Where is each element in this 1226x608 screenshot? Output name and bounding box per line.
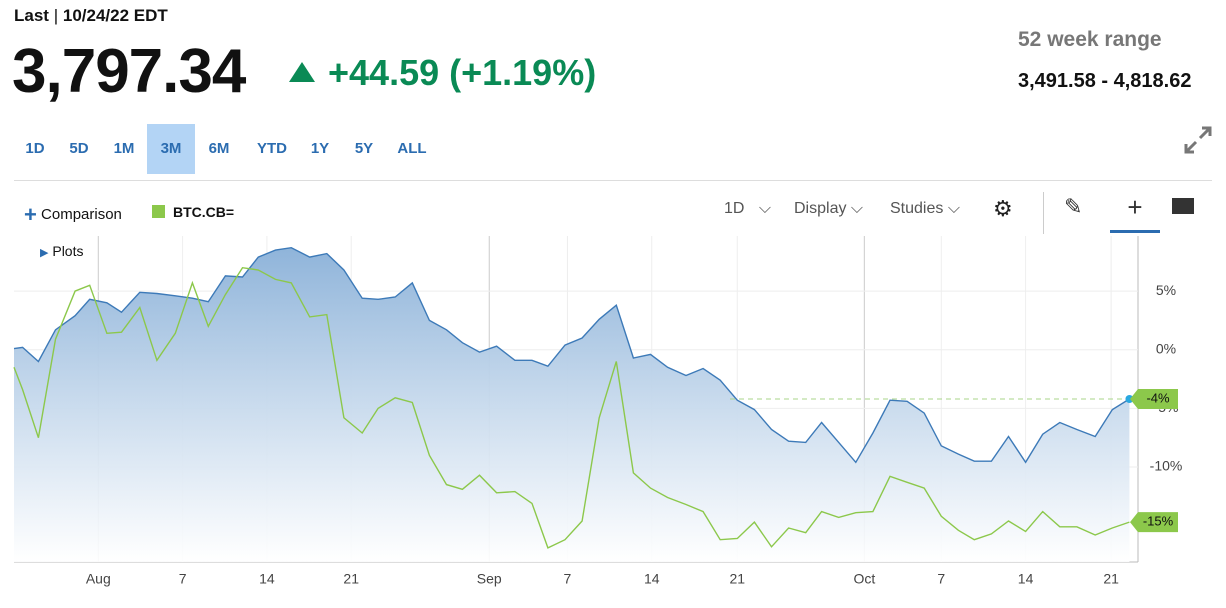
x-tick-label: Oct	[853, 571, 875, 587]
comparison-label: Comparison	[41, 206, 122, 223]
x-tick-label: 14	[259, 571, 275, 587]
settings-icon[interactable]: ⚙	[993, 196, 1013, 221]
last-line: Last | 10/24/22 EDT	[14, 6, 168, 26]
range-tab[interactable]: ALL	[397, 140, 427, 157]
last-point	[1125, 395, 1134, 403]
range-tab[interactable]: 3M	[147, 124, 195, 174]
expand-icon[interactable]	[1182, 124, 1214, 156]
value-badge	[1130, 512, 1178, 533]
x-tick-label: 14	[644, 571, 660, 587]
legend-swatch	[152, 205, 165, 218]
legend-label[interactable]: BTC.CB=	[173, 204, 235, 220]
change: +44.59 (+1.19%)	[328, 52, 597, 93]
x-tick-label: 21	[729, 571, 745, 587]
plus: +	[24, 202, 37, 227]
display: Display	[794, 200, 847, 217]
caret: ⌵	[758, 200, 772, 217]
x-tick-label: 21	[343, 571, 359, 587]
x-tick-label: Sep	[477, 571, 502, 587]
studies-menu[interactable]: Studies ⌵	[890, 200, 960, 217]
value-badge	[1130, 389, 1178, 409]
interval-menu[interactable]: 1D ⌵	[724, 200, 771, 218]
line	[13, 266, 1130, 549]
triangle: ▶	[40, 247, 49, 259]
crosshair-icon[interactable]: +	[1110, 192, 1160, 233]
comment-icon[interactable]	[1172, 198, 1194, 214]
x-tick-label: Aug	[86, 571, 111, 587]
draw-icon[interactable]: ✎	[1064, 194, 1083, 219]
y-tick-label: -10%	[1150, 458, 1183, 474]
range-value: 3,491.58 - 4,818.62	[1018, 70, 1192, 92]
sep: |	[53, 6, 59, 25]
x-tick-label: 7	[937, 571, 945, 587]
price: 3,797.34	[12, 37, 246, 106]
x-tick-label: 21	[1103, 571, 1119, 587]
range-title: 52 week range	[1018, 28, 1162, 51]
x-tick-label: 7	[564, 571, 572, 587]
comparison-button[interactable]: + Comparison	[24, 202, 122, 228]
range-tab[interactable]: 1M	[113, 140, 135, 157]
plots: Plots	[52, 243, 84, 259]
value-badge-label: -4%	[1146, 390, 1170, 405]
y-tick-label: 5%	[1156, 282, 1176, 298]
studies: Studies	[890, 200, 944, 217]
plots-toggle[interactable]: ▶ Plots	[40, 243, 83, 259]
display-menu[interactable]: Display ⌵	[794, 200, 864, 217]
y-tick-label: 0%	[1156, 340, 1176, 356]
up-arrow	[289, 62, 315, 82]
last-label: Last	[14, 6, 49, 25]
last-date: 10/24/22 EDT	[62, 6, 168, 25]
range-tab[interactable]: 1D	[25, 140, 45, 157]
x-tick-label: 7	[179, 571, 187, 587]
value-badge-label: -15%	[1143, 514, 1174, 529]
x-tick-label: 14	[1018, 571, 1034, 587]
toolbar-sep	[1043, 192, 1044, 234]
range-tab[interactable]: 5Y	[354, 140, 374, 157]
range-tab[interactable]: YTD	[257, 140, 287, 157]
divider	[14, 180, 1212, 181]
range-tab[interactable]: 1Y	[310, 140, 330, 157]
area	[14, 247, 1130, 562]
range-tab[interactable]: 5D	[69, 140, 89, 157]
range-tab[interactable]: 6M	[208, 140, 230, 157]
interval: 1D	[724, 200, 745, 217]
line	[13, 246, 1130, 464]
